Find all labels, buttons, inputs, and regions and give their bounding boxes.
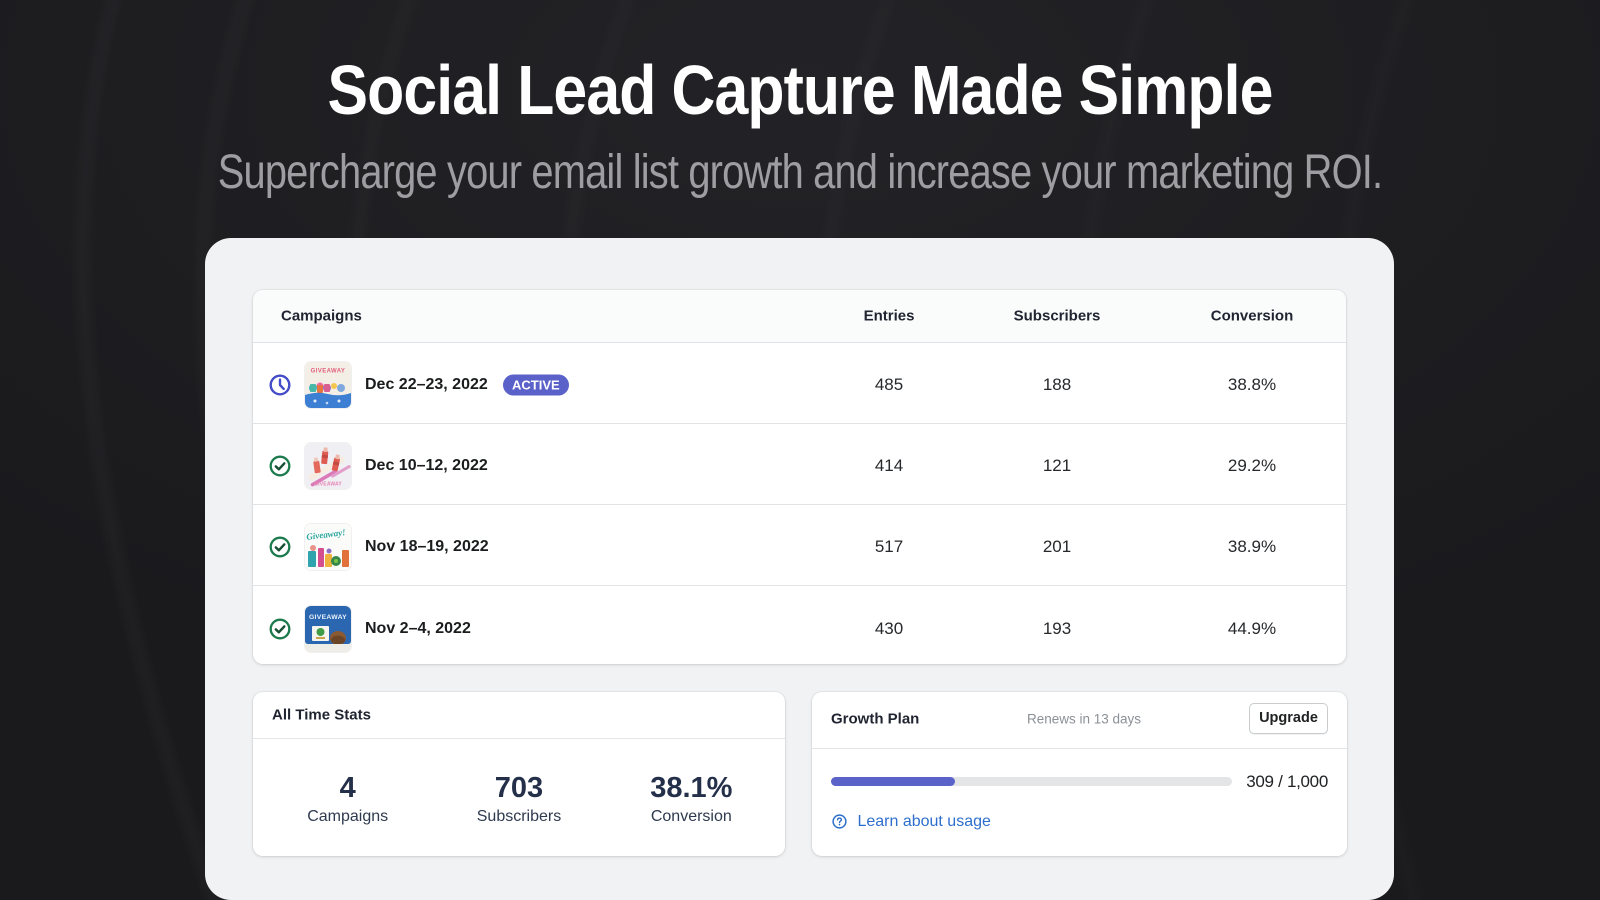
svg-text:GIVEAWAY: GIVEAWAY bbox=[314, 482, 342, 488]
svg-text:GIVEAWAY: GIVEAWAY bbox=[311, 369, 346, 375]
svg-text:Giveaway!: Giveaway! bbox=[306, 527, 346, 542]
svg-text:GIVEAWAY: GIVEAWAY bbox=[309, 614, 347, 621]
